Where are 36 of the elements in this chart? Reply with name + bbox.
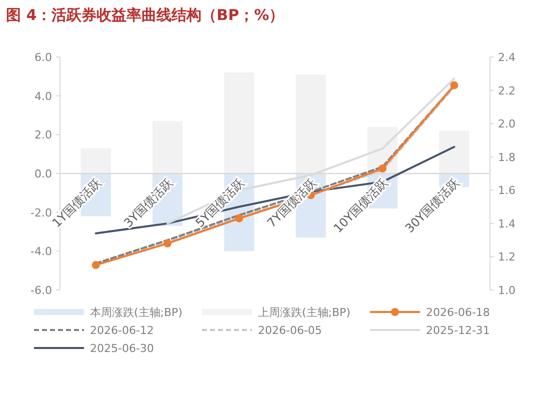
bar [439, 130, 470, 174]
bar [152, 121, 183, 174]
y2-tick-label: 2.0 [498, 118, 516, 131]
y2-tick-label: 2.2 [498, 84, 516, 98]
bar [296, 74, 326, 174]
y2-tick-label: 1.6 [498, 184, 516, 198]
legend-label: 上周涨跌(主轴;BP) [258, 306, 350, 319]
legend-label: 2026-06-12 [90, 324, 154, 337]
x-tick-label: 3Y国债活跃 [121, 176, 176, 230]
legend-label: 2025-12-31 [426, 324, 490, 337]
y2-tick-label: 1.8 [498, 150, 516, 164]
x-tick-label: 5Y国债活跃 [192, 176, 248, 230]
bar [224, 72, 254, 174]
y2-tick-label: 1.4 [498, 217, 516, 230]
point [92, 261, 100, 270]
chart-title: 图 4：活跃券收益率曲线结构（BP；%） [6, 6, 284, 24]
y-tick-label: 6.0 [34, 51, 52, 64]
legend-label: 2026-06-05 [258, 324, 322, 337]
legend-label: 2025-06-30 [90, 342, 154, 355]
y2-tick-label: 2.4 [498, 51, 516, 64]
point [450, 81, 458, 90]
y-tick-label: -2.0 [30, 206, 52, 220]
y-tick-label: 0.0 [34, 168, 52, 180]
x-tick-label: 7Y国债活跃 [264, 176, 319, 230]
y-tick-label: -4.0 [30, 245, 52, 258]
y2-tick-label: 1.0 [498, 284, 516, 297]
point [164, 239, 172, 248]
y-tick-label: 4.0 [34, 90, 52, 103]
y-tick-label: 2.0 [34, 128, 52, 142]
point [235, 214, 244, 222]
point [378, 164, 386, 173]
legend-label: 本周涨跌(主轴;BP) [90, 306, 182, 319]
legend-label: 2026-06-18 [426, 306, 490, 319]
y-tick-label: -6.0 [30, 284, 52, 297]
y2-tick-label: 1.2 [498, 250, 516, 264]
bar [80, 148, 111, 174]
